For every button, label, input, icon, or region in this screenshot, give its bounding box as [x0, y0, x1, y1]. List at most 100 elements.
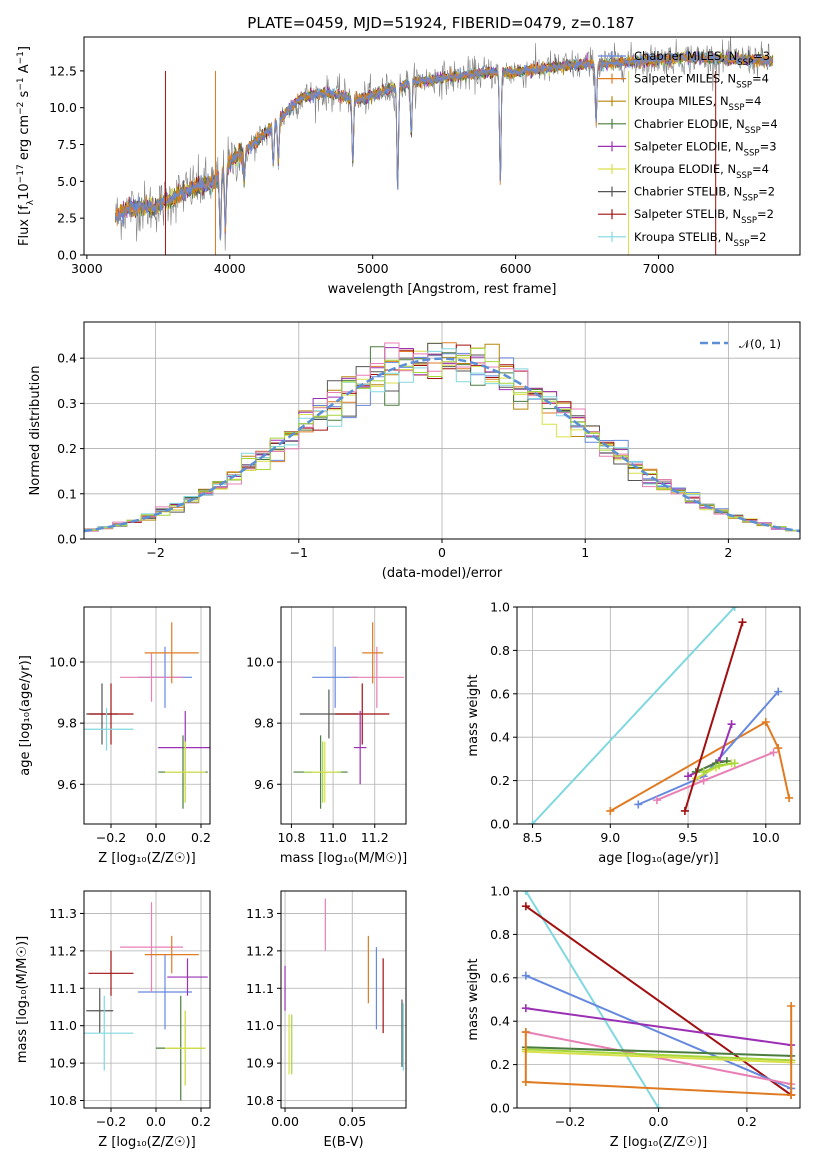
- legend-sub: SSP: [745, 126, 761, 136]
- series-marker: [521, 902, 530, 911]
- errorbar-point: [167, 958, 208, 996]
- x-axis-label: E(B-V): [323, 1135, 363, 1150]
- series-marker: [730, 607, 739, 611]
- x-axis-label: Z [log₁₀(Z/Z☉)]: [610, 1135, 707, 1150]
- legend-nssp: =4: [744, 94, 761, 108]
- y-axis-label: age [log₁₀(age/yr)]: [18, 655, 33, 776]
- y-tick-label: 0.0: [57, 532, 77, 547]
- mass-vs-ebv-plot-area: [284, 898, 404, 1075]
- mass-vs-ebv-axes: 0.00 0.05 10.8 10.9 11.0 11.1 11.2 11.3 E(B-V): [246, 890, 407, 1150]
- y-axis-label: Flux [fλ10−17 erg cm−2 s−1 A−1]: [16, 46, 36, 246]
- legend-nssp: =2: [758, 185, 775, 199]
- errorbar-point: [84, 995, 134, 1071]
- y-tick-label: 10.8: [49, 1093, 77, 1108]
- y-axis-label-part: Flux [f: [17, 205, 32, 246]
- legend-model-name: Salpeter ELODIE, N: [634, 139, 744, 153]
- series-marker: [774, 687, 783, 696]
- y-tick-label: 9.8: [57, 716, 77, 731]
- age-vs-Z-axes: −0.2 0.0 0.2 9.6 9.8 10.0 Z [log₁₀(Z/Z☉)] age […: [18, 606, 211, 866]
- series-line: [525, 1048, 792, 1062]
- x-tick-label: 9.0: [600, 830, 620, 845]
- series-marker: [521, 891, 530, 895]
- mass-vs-Z-axes: −0.2 0.0 0.2 10.8 10.9 11.0 11.1 11.2 11.3 Z [log…: [15, 890, 211, 1150]
- y-tick-label: 12.5: [49, 63, 77, 78]
- legend-sub: SSP: [742, 194, 758, 204]
- x-tick-label: 8.5: [523, 830, 543, 845]
- x-axis-label: age [log₁₀(age/yr)]: [598, 851, 719, 866]
- x-axis-label: mass [log₁₀(M/M☉)]: [280, 851, 407, 866]
- y-tick-label: 9.6: [57, 777, 77, 792]
- y-tick-label: 0.8: [490, 643, 510, 658]
- y-axis-label-part: −2: [16, 102, 26, 115]
- y-tick-label: 10.9: [246, 1056, 274, 1071]
- errorbar-point: [88, 683, 134, 745]
- histogram-step: [84, 348, 800, 533]
- x-axis-label: wavelength [Angstrom, rest frame]: [328, 282, 557, 297]
- age-vs-Z-plot-area: [84, 622, 210, 809]
- histogram-step: [84, 343, 800, 533]
- y-axis-label: mass [log₁₀(M/M☉)]: [15, 936, 30, 1063]
- series-line: [531, 607, 736, 824]
- x-tick-label: 10.0: [752, 830, 780, 845]
- legend-entry: Kroupa STELIB, NSSP=2: [634, 230, 766, 249]
- mass-weight-vs-Z-frame: [516, 890, 801, 1109]
- x-tick-label: 0.2: [191, 1114, 211, 1129]
- y-tick-label: 0.3: [57, 396, 77, 411]
- errorbar-point: [144, 935, 199, 974]
- x-tick-label: 1: [581, 545, 589, 560]
- legend-sub: SSP: [736, 81, 752, 91]
- mass-weight-vs-age-axes: 8.5 9.0 9.5 10.0 0.0 0.2 0.4 0.6 0.8 1.0 age [log₁…: [466, 600, 801, 866]
- legend-entry: Chabrier STELIB, NSSP=2: [634, 185, 775, 204]
- y-tick-label: 11.1: [246, 981, 274, 996]
- y-tick-label: 0.0: [490, 817, 510, 832]
- y-tick-label: 0.4: [490, 1014, 510, 1029]
- legend-nssp: =4: [752, 162, 769, 176]
- y-axis-label-part: −1: [16, 77, 26, 90]
- y-tick-label: 11.0: [49, 1018, 77, 1033]
- errorbar-point: [144, 622, 199, 684]
- y-tick-label: 10.0: [49, 100, 77, 115]
- y-axis-label-part: 10: [17, 183, 32, 200]
- series-marker: [528, 820, 537, 824]
- y-tick-label: 11.1: [49, 981, 77, 996]
- series-marker: [680, 806, 689, 815]
- legend-nssp: =2: [749, 230, 766, 244]
- histogram-step: [84, 344, 800, 533]
- errorbar-point: [84, 707, 134, 751]
- series-line: [525, 905, 792, 1096]
- y-axis-label-part: ]: [17, 46, 32, 51]
- y-tick-label: 0.0: [57, 248, 77, 263]
- x-tick-label: −0.2: [96, 830, 126, 845]
- y-tick-label: 9.6: [254, 777, 274, 792]
- errorbar-point: [88, 950, 134, 996]
- errorbar-point: [165, 741, 206, 803]
- y-axis-label: mass weight: [466, 958, 481, 1040]
- series-marker: [787, 1090, 796, 1099]
- age-vs-mass-axes: 10.8 11.0 11.2 9.6 9.8 10.0 mass [log₁₀(M/M☉)]: [246, 606, 407, 866]
- x-tick-label: 4000: [214, 261, 246, 276]
- legend-nssp: =2: [757, 207, 774, 221]
- legend-entry: Kroupa ELODIE, NSSP=4: [634, 162, 769, 181]
- y-tick-label: 0.6: [490, 686, 510, 701]
- y-tick-label: 2.5: [57, 211, 77, 226]
- series-marker: [730, 759, 739, 768]
- series-marker: [727, 720, 736, 729]
- y-tick-label: 10.0: [246, 655, 274, 670]
- legend-entry: Chabrier MILES, NSSP=3: [634, 49, 770, 68]
- mass-vs-Z-frame: [83, 890, 211, 1109]
- legend-sub: SSP: [744, 148, 760, 158]
- figure-title: PLATE=0459, MJD=51924, FIBERID=0479, z=0…: [247, 14, 634, 32]
- spectrum-frame: [83, 36, 801, 256]
- spectrum-axes: 3000 4000 5000 6000 7000 0.0 2.5 5.0 7.5 10.0 12.5…: [16, 36, 801, 297]
- series-marker: [521, 1028, 530, 1037]
- errorbar-point: [120, 652, 183, 702]
- x-tick-label: 6000: [500, 261, 532, 276]
- y-tick-label: 0.8: [490, 927, 510, 942]
- series-line: [525, 974, 792, 1090]
- series-marker: [699, 776, 708, 785]
- series-line: [637, 690, 779, 806]
- x-axis-label: Z [log₁₀(Z/Z☉)]: [98, 1135, 195, 1150]
- y-tick-label: 11.3: [246, 906, 274, 921]
